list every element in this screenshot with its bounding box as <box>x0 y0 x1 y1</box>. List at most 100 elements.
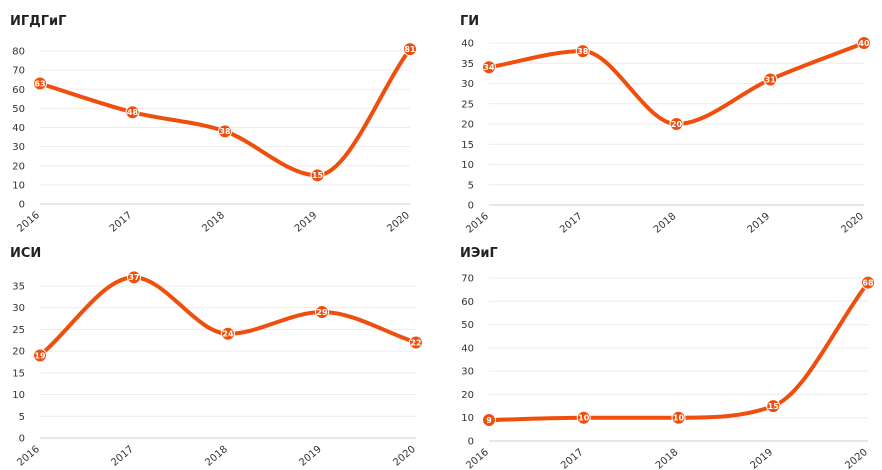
data-label: 63 <box>34 79 45 88</box>
data-point[interactable] <box>575 44 590 59</box>
data-point[interactable] <box>218 124 232 139</box>
data-label: 10 <box>578 414 590 423</box>
y-tick-label: 30 <box>12 303 25 314</box>
data-label: 19 <box>34 351 46 360</box>
x-tick-label: 2017 <box>559 447 586 470</box>
x-tick-label: 2020 <box>391 444 418 469</box>
y-tick-label: 15 <box>461 140 474 151</box>
x-tick-label: 2019 <box>749 447 776 470</box>
y-tick-label: 40 <box>12 123 25 134</box>
x-tick-label: 2019 <box>297 444 324 469</box>
chart-title: ИСИ <box>10 246 42 261</box>
y-tick-label: 60 <box>461 297 474 308</box>
y-tick-label: 0 <box>468 437 474 448</box>
series-line <box>38 47 412 178</box>
y-tick-label: 5 <box>468 180 474 191</box>
data-point[interactable] <box>310 168 325 183</box>
x-tick-label: 2018 <box>200 210 227 235</box>
y-tick-label: 10 <box>461 413 474 424</box>
y-tick-label: 50 <box>461 320 474 331</box>
x-tick-label: 2018 <box>654 447 681 470</box>
x-tick-label: 2019 <box>293 210 320 235</box>
x-tick-label: 2016 <box>464 211 491 236</box>
line-chart: 0 10 20 30 40 50 60 70 2016 2017 2018 2019 2020 9 10 10… <box>461 274 875 470</box>
y-tick-label: 0 <box>19 200 25 211</box>
data-point[interactable] <box>127 270 141 285</box>
y-tick-label: 15 <box>12 368 25 379</box>
x-tick-label: 2020 <box>385 210 412 235</box>
y-tick-label: 10 <box>461 160 474 171</box>
line-chart: 0 10 20 30 40 50 60 70 80 2016 2017 2018 2019 2020 63 4… <box>12 42 417 235</box>
y-tick-label: 30 <box>12 142 25 153</box>
series-line <box>38 275 418 358</box>
x-tick-label: 2017 <box>109 444 136 469</box>
data-label: 29 <box>316 308 328 317</box>
x-tick-label: 2018 <box>652 211 679 236</box>
data-point[interactable] <box>763 72 778 87</box>
data-label: 20 <box>671 120 683 129</box>
data-label: 22 <box>410 338 421 347</box>
y-tick-label: 0 <box>19 434 25 445</box>
data-point[interactable] <box>221 326 235 341</box>
data-point[interactable] <box>857 36 871 50</box>
data-point[interactable] <box>671 410 686 425</box>
data-label: 37 <box>128 273 139 282</box>
y-tick-label: 10 <box>12 390 25 401</box>
data-point[interactable] <box>669 117 684 131</box>
data-label: 81 <box>404 45 416 54</box>
y-tick-label: 50 <box>12 104 25 115</box>
y-tick-label: 80 <box>12 47 25 58</box>
data-point[interactable] <box>33 76 47 91</box>
y-tick-label: 70 <box>461 274 474 285</box>
data-label: 48 <box>127 108 139 117</box>
data-label: 15 <box>312 171 324 180</box>
y-tick-label: 30 <box>461 79 474 90</box>
series-line <box>487 280 870 423</box>
data-label: 31 <box>765 75 777 84</box>
y-tick-label: 10 <box>12 180 25 191</box>
y-tick-label: 0 <box>468 201 474 212</box>
chart-title: ГИ <box>460 14 480 29</box>
data-label: 38 <box>219 127 231 136</box>
x-tick-label: 2019 <box>746 211 773 236</box>
data-point[interactable] <box>766 399 781 414</box>
y-tick-label: 60 <box>12 85 25 96</box>
y-tick-label: 20 <box>461 390 474 401</box>
chart-panel-2: ГИ 0 5 10 15 20 25 30 35 40 2016 2017 2018 2019 2020 3… <box>441 0 882 236</box>
data-label: 68 <box>862 278 874 287</box>
y-tick-label: 25 <box>461 99 474 110</box>
chart-title: ИГДГиГ <box>10 14 67 29</box>
data-point[interactable] <box>403 42 417 57</box>
y-tick-label: 40 <box>461 343 474 354</box>
data-point[interactable] <box>482 413 496 428</box>
y-tick-label: 30 <box>461 367 474 378</box>
y-tick-label: 5 <box>19 412 25 423</box>
chart-title: ИЭиГ <box>460 246 498 261</box>
y-tick-label: 35 <box>461 59 474 70</box>
y-tick-label: 35 <box>12 282 25 293</box>
chart-panel-3: ИСИ 0 5 10 15 20 25 30 35 2016 2017 2018 2019 2020 19… <box>0 235 441 470</box>
chart-panel-1: ИГДГиГ 0 10 20 30 40 50 60 70 80 2016 2017 2018 2019… <box>0 0 441 235</box>
x-tick-label: 2016 <box>15 444 42 469</box>
y-tick-label: 20 <box>461 120 474 131</box>
y-tick-label: 20 <box>12 347 25 358</box>
y-tick-label: 70 <box>12 66 25 77</box>
y-tick-label: 25 <box>12 325 25 336</box>
data-label: 15 <box>768 402 780 411</box>
line-chart: 0 5 10 15 20 25 30 35 40 2016 2017 2018 2019 2020 34 38… <box>461 36 871 236</box>
data-label: 38 <box>577 47 589 56</box>
data-point[interactable] <box>125 105 140 120</box>
x-tick-label: 2017 <box>558 211 585 236</box>
x-tick-label: 2017 <box>108 210 135 235</box>
data-point[interactable] <box>576 410 591 425</box>
data-point[interactable] <box>482 60 496 75</box>
data-point[interactable] <box>409 335 423 350</box>
line-chart: 0 5 10 15 20 25 30 35 2016 2017 2018 2019 2020 19 37 24… <box>12 270 423 469</box>
data-point[interactable] <box>315 305 329 320</box>
data-label: 24 <box>222 330 234 339</box>
x-tick-label: 2018 <box>203 444 230 469</box>
data-point[interactable] <box>861 275 875 290</box>
data-label: 34 <box>483 63 495 72</box>
data-label: 40 <box>858 39 870 48</box>
data-point[interactable] <box>33 348 47 363</box>
